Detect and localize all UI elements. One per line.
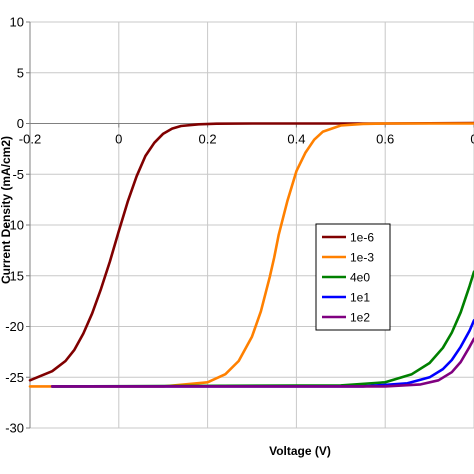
x-tick-label: -0.2 [19, 132, 41, 147]
x-tick-label: 0.6 [376, 132, 394, 147]
x-tick-label: 0 [115, 132, 122, 147]
y-tick-labels: 10 5 0 -5 -10 -15 -20 -25 -30 [5, 15, 30, 436]
legend: 1e-6 1e-3 4e0 1e1 1e2 [315, 223, 391, 331]
legend-label: 1e-6 [350, 231, 374, 245]
y-tick-label: -25 [5, 370, 24, 385]
legend-label: 1e2 [350, 311, 370, 325]
x-tick-labels: -0.2 0 0.2 0.4 0.6 0 [19, 123, 474, 147]
y-tick-label: 10 [10, 15, 24, 30]
y-tick-label: -30 [5, 421, 24, 436]
legend-label: 1e-3 [350, 251, 374, 265]
y-tick-label: -10 [5, 218, 24, 233]
x-tick-label: 0.4 [287, 132, 305, 147]
legend-label: 4e0 [350, 271, 370, 285]
y-tick-label: -5 [12, 167, 24, 182]
series-lines [28, 121, 474, 388]
x-axis-title: Voltage (V) [269, 444, 331, 458]
legend-label: 1e1 [350, 291, 370, 305]
x-tick-label: 0.2 [199, 132, 217, 147]
series-line-1e2 [50, 337, 474, 388]
x-tick-label: 0 [470, 132, 474, 147]
series-line-4e0 [50, 270, 474, 388]
y-axis-title: Current Density (mA/cm2) [0, 136, 13, 284]
y-tick-label: -15 [5, 268, 24, 283]
y-tick-label: 5 [17, 65, 24, 80]
y-tick-label: 0 [17, 116, 24, 131]
series-line-1e-3 [28, 122, 474, 388]
y-tick-label: -20 [5, 319, 24, 334]
series-line-1e-6 [28, 121, 474, 382]
